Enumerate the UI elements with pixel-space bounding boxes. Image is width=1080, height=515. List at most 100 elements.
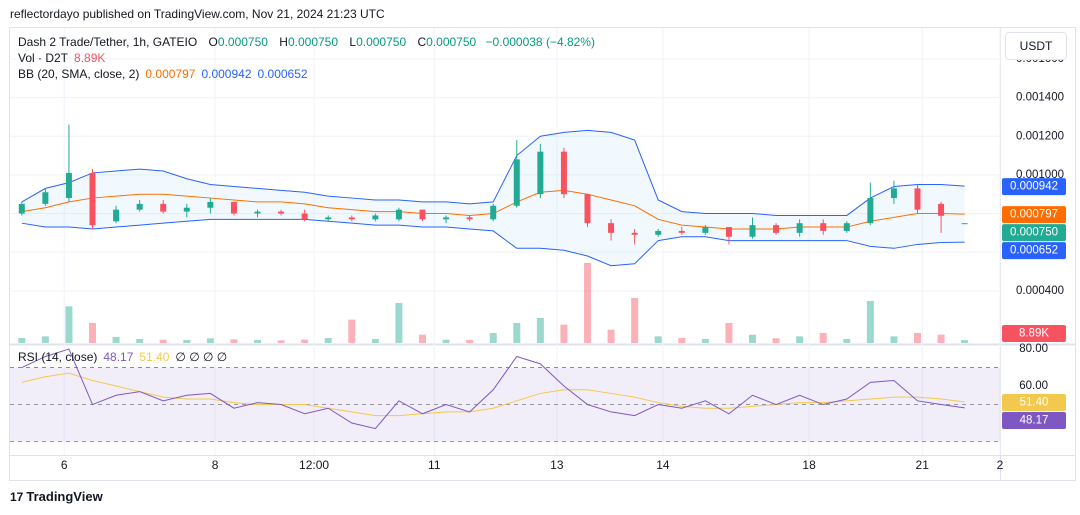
bb-lower-value: 0.000652 [257, 67, 308, 81]
volume-bar [607, 329, 615, 343]
y-tick-label: 0.001400 [1016, 92, 1064, 104]
volume-name: Vol · D2T [18, 51, 69, 65]
candle-body [938, 203, 945, 216]
volume-bar [301, 339, 309, 343]
volume-bar [890, 336, 898, 343]
candle-body [113, 209, 120, 222]
bb-lower [21, 218, 965, 267]
candle-body [560, 151, 567, 195]
volume-value: 8.89K [74, 51, 106, 65]
price-tag-label: 0.000750 [1010, 227, 1058, 239]
bb-name: BB (20, SMA, close, 2) [18, 67, 140, 81]
rsi-na-values: ∅ ∅ ∅ ∅ [175, 350, 228, 364]
price-tag-label: 0.000797 [1010, 209, 1058, 221]
footer-brand: 17 TradingView [10, 489, 103, 505]
symbol: Dash 2 Trade/Tether, 1h, GATEIO [18, 35, 198, 49]
candle-body [395, 209, 402, 220]
price-tag [1002, 393, 1066, 411]
candle-body [631, 232, 638, 235]
rsi-tick-label: 80.00 [1019, 343, 1048, 355]
volume-bar [442, 339, 450, 343]
price-tag [1002, 242, 1066, 260]
candle-body [890, 188, 897, 199]
price-tag [1002, 411, 1066, 429]
volume-bar [866, 301, 874, 343]
price-tag [1002, 224, 1066, 242]
price-tag [1002, 206, 1066, 224]
candle-body [325, 217, 332, 220]
volume-bar [513, 323, 521, 343]
currency-button[interactable]: USDT [1005, 32, 1067, 60]
x-tick-label: 11 [428, 458, 441, 472]
candle-body [843, 223, 850, 231]
volume-bar [701, 339, 709, 343]
main-pane [18, 124, 969, 343]
rsi-line [21, 348, 965, 430]
ohlc-value: 0.000750 [356, 35, 407, 49]
ohlc-value: 0.000750 [287, 35, 339, 49]
candle-body [513, 159, 520, 206]
ohlc-key: L [349, 35, 357, 49]
price-tag-label: 0.000942 [1010, 181, 1058, 193]
candle-body [42, 192, 49, 204]
volume-bar [772, 338, 780, 343]
candle-body [278, 211, 285, 214]
candle-body [65, 172, 72, 199]
volume-bar [136, 339, 144, 343]
rsi-ma-value: 51.40 [139, 350, 170, 364]
volume-bar [725, 323, 733, 343]
candle-body [702, 227, 709, 233]
candle-body [537, 151, 544, 195]
x-tick-label: 18 [802, 458, 816, 472]
volume-bar [796, 336, 804, 343]
candle-body [796, 223, 803, 233]
x-tick-label: 12:00 [299, 458, 329, 472]
candle-body [773, 225, 780, 233]
symbol-row: Dash 2 Trade/Tether, 1h, GATEIO O0.00075… [18, 34, 601, 50]
x-tick-label: 13 [550, 458, 564, 472]
x-tick-label: 6 [61, 458, 68, 472]
y-tick-label: 0.000400 [1016, 285, 1064, 297]
candle-body [961, 223, 968, 225]
candle-body [655, 230, 662, 235]
volume-bar [371, 339, 379, 343]
candle-body [419, 209, 426, 220]
volume-bar [819, 333, 827, 343]
volume-bar [89, 323, 96, 343]
candle-body [749, 225, 756, 237]
candle-body [348, 217, 355, 220]
candle-body [372, 215, 379, 220]
rsi-ma-line [21, 372, 965, 417]
volume-bar [914, 333, 921, 343]
candle-body [230, 201, 237, 214]
volume-bar [961, 340, 969, 343]
chart-frame [9, 27, 1076, 481]
rsi-legend: RSI (14, close) 48.17 51.40 ∅ ∅ ∅ ∅ [18, 349, 227, 365]
volume-bar [254, 340, 261, 343]
volume-bar [395, 303, 403, 343]
ohlc-key: O [208, 35, 218, 49]
candle-body [18, 203, 25, 214]
candle-body [678, 230, 685, 233]
brand-name: TradingView [26, 489, 103, 504]
volume-bar [159, 339, 167, 343]
price-tag-label: 8.89K [1019, 328, 1049, 340]
volume-bar [631, 298, 639, 343]
volume-row: Vol · D2T 8.89K [18, 50, 601, 66]
ohlc-value: 0.000750 [217, 35, 268, 49]
y-tick-label: 0.001000 [1016, 169, 1064, 181]
volume-bar [678, 338, 686, 343]
ohlc-key: C [417, 35, 427, 49]
volume-bar [41, 336, 49, 343]
candle-body [207, 201, 214, 208]
candle-body [608, 223, 615, 233]
volume-bar [466, 340, 474, 343]
price-tag [1002, 178, 1066, 196]
candle-body [820, 223, 827, 231]
brand-logo: 17 [10, 490, 24, 504]
price-tag-label: 0.000652 [1010, 245, 1058, 257]
volume-bar [324, 338, 332, 343]
ohlc-value: 0.000750 [426, 35, 477, 49]
